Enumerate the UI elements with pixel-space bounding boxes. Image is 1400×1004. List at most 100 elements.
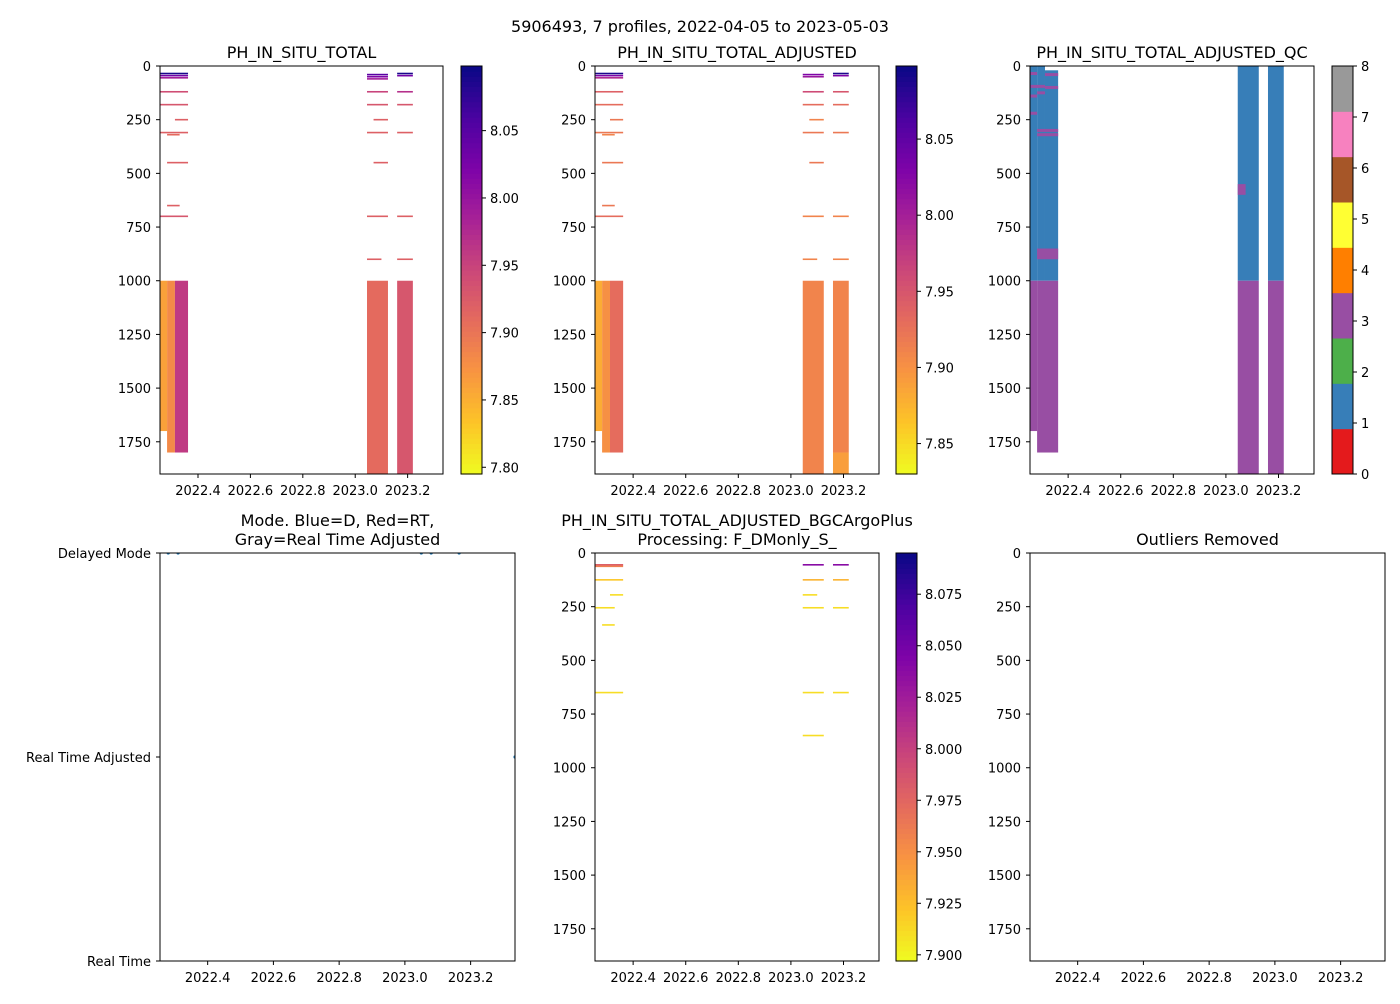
colorbar-segment xyxy=(896,680,917,687)
y-tick-label: 1750 xyxy=(553,436,586,451)
colorbar-segment xyxy=(896,884,917,891)
heatmap-line xyxy=(595,103,624,106)
colorbar-segment xyxy=(896,598,917,605)
y-tick-label: 1250 xyxy=(553,815,586,830)
y-tick-label: 1000 xyxy=(118,275,151,290)
x-tick-label: 2022.8 xyxy=(1151,484,1197,499)
y-tick-label: 1500 xyxy=(118,382,151,397)
y-tick-label: 250 xyxy=(996,601,1021,616)
y-tick-label: 500 xyxy=(126,167,151,182)
colorbar-segment xyxy=(896,224,917,230)
heatmap-cell xyxy=(832,280,849,453)
colorbar-segment xyxy=(896,331,917,337)
colorbar-segment xyxy=(461,229,482,235)
heatmap-line xyxy=(367,215,388,218)
colorbar-segment xyxy=(896,96,917,103)
y-tick-label: 1000 xyxy=(553,275,586,290)
heatmap-line xyxy=(1044,73,1059,77)
heatmap-cell xyxy=(602,280,610,453)
x-tick-label: 2022.6 xyxy=(251,971,297,986)
y-tick-label: Delayed Mode xyxy=(58,547,151,562)
y-tick-label: 1750 xyxy=(988,436,1021,451)
heatmap-line xyxy=(1030,111,1038,115)
x-tick-label: 2022.6 xyxy=(1121,971,1167,986)
colorbar-segment xyxy=(896,305,917,312)
heatmap-line xyxy=(809,118,824,121)
heatmap-line xyxy=(595,131,624,134)
colorbar-segment xyxy=(896,264,917,271)
colorbar-tick-label: 8.025 xyxy=(925,691,962,706)
heatmap-line xyxy=(595,565,624,568)
heatmap-line xyxy=(802,606,824,609)
x-tick-label: 2022.4 xyxy=(1045,484,1091,499)
colorbar-segment xyxy=(461,106,482,113)
colorbar-segment xyxy=(461,458,482,465)
colorbar-segment xyxy=(896,757,917,763)
colorbar-segment xyxy=(896,915,917,921)
colorbar-segment xyxy=(896,619,917,625)
colorbar-segment xyxy=(896,402,917,409)
colorbar-segment xyxy=(896,792,917,799)
y-tick-label: 1000 xyxy=(988,762,1021,777)
colorbar-segment xyxy=(461,372,482,378)
heatmap-line xyxy=(832,131,849,134)
heatmap-line xyxy=(367,75,388,78)
axes-frame xyxy=(159,552,516,962)
colorbar-segment xyxy=(461,346,482,353)
colorbar-tick-label: 8.05 xyxy=(925,133,954,148)
panel-ph-bgcargoplus: 2022.4 2022.6 2022.8 2023.0 2023.2 0 250 500 750… xyxy=(553,511,962,986)
y-tick-label: 250 xyxy=(561,114,586,129)
colorbar-segment xyxy=(896,700,917,707)
colorbar-segment xyxy=(896,864,917,870)
heatmap-cell xyxy=(174,280,189,453)
colorbar-segment xyxy=(896,219,917,225)
colorbar-segment xyxy=(896,203,917,210)
colorbar-segment xyxy=(461,137,482,144)
colorbar-segment xyxy=(896,726,917,733)
heatmap-line xyxy=(802,103,824,106)
y-tick-label: 500 xyxy=(561,654,586,669)
colorbar-segment xyxy=(896,412,917,419)
colorbar-segment xyxy=(896,443,917,450)
colorbar-segment xyxy=(896,453,917,460)
heatmap-line xyxy=(367,90,388,93)
y-tick-label: 1250 xyxy=(118,328,151,343)
colorbar-segment xyxy=(461,111,482,118)
colorbar-tick-label: 8.075 xyxy=(925,588,962,603)
y-tick-label: 1500 xyxy=(553,869,586,884)
y-tick-label: 1250 xyxy=(988,815,1021,830)
colorbar-segment xyxy=(461,392,482,399)
colorbar: 7.900 7.925 7.950 7.975 8.000 8.025 8.050 8.075 xyxy=(895,552,962,964)
colorbar-tick-label: 7.925 xyxy=(925,897,962,912)
x-tick-label: 2023.2 xyxy=(821,484,867,499)
colorbar-segment xyxy=(896,660,917,666)
colorbar-segment xyxy=(461,178,482,184)
heatmap-cell xyxy=(167,280,175,453)
colorbar-segment xyxy=(896,553,917,559)
y-tick-label: 0 xyxy=(578,60,586,75)
colorbar-segment xyxy=(896,321,917,327)
colorbar-segment xyxy=(896,372,917,378)
heatmap-cell xyxy=(1237,280,1259,474)
y-tick-label: 750 xyxy=(561,221,586,236)
colorbar-segment xyxy=(896,244,917,251)
colorbar-segment xyxy=(896,188,917,195)
colorbar-segment xyxy=(896,604,917,610)
colorbar-segment xyxy=(896,614,917,620)
heatmap-cell xyxy=(1044,70,1059,281)
colorbar-segment xyxy=(461,366,482,373)
colorbar-segment xyxy=(461,285,482,291)
y-tick-label: 1250 xyxy=(988,328,1021,343)
colorbar-segment xyxy=(896,838,917,845)
panels: 2022.4 2022.6 2022.8 2023.0 2023.2 0 250 500 750… xyxy=(26,43,1386,986)
x-tick-label: 2022.4 xyxy=(175,484,221,499)
heatmap-cell xyxy=(397,280,413,474)
y-tick-label: 250 xyxy=(561,601,586,616)
colorbar-segment xyxy=(896,736,917,743)
x-tick-label: 2023.2 xyxy=(1318,971,1364,986)
x-tick-label: 2023.0 xyxy=(382,971,428,986)
y-tick-label: 1000 xyxy=(553,762,586,777)
colorbar-segment xyxy=(461,234,482,240)
x-tick-label: 2023.2 xyxy=(1256,484,1302,499)
colorbar-segment xyxy=(896,920,917,926)
